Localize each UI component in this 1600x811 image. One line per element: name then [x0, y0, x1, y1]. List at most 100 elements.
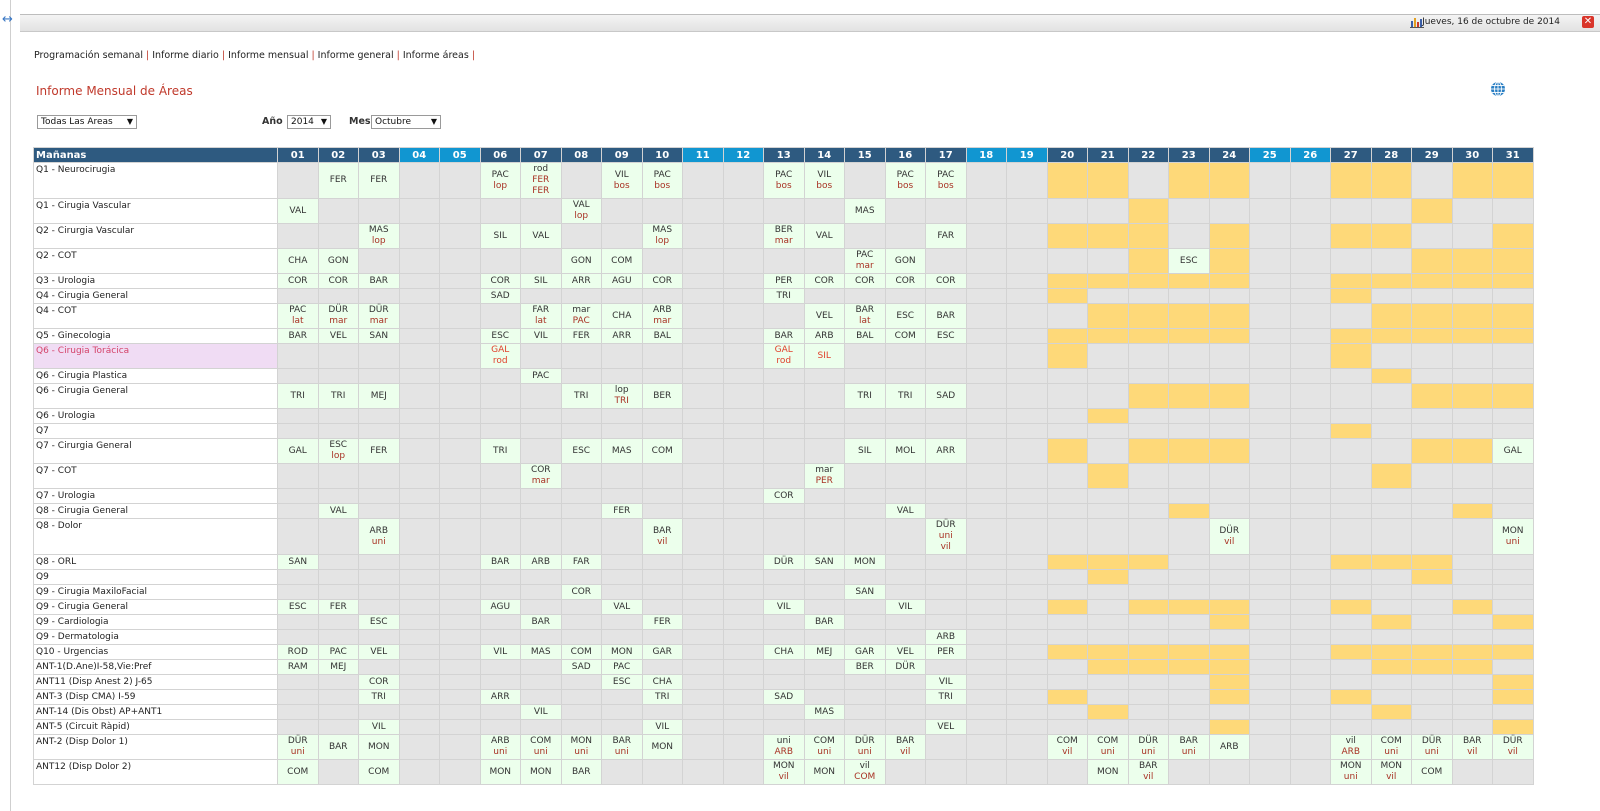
assignment-cell[interactable]: GON — [884, 248, 926, 274]
assignment-cell[interactable]: COR — [803, 273, 845, 289]
assignment-cell[interactable]: BAL — [844, 328, 886, 344]
year-select[interactable]: 2014 ▼ — [287, 115, 331, 129]
assignment-cell[interactable]: ESC — [884, 303, 926, 329]
assignment-cell[interactable]: GAL rod — [763, 343, 805, 369]
assignment-cell[interactable]: MON uni — [1330, 759, 1372, 785]
bar-chart-icon[interactable] — [1410, 16, 1424, 28]
assignment-cell[interactable]: SAN — [803, 554, 845, 570]
assignment-cell[interactable]: BAR vil — [1451, 734, 1493, 760]
assignment-cell[interactable]: ESC — [479, 328, 521, 344]
assignment-cell[interactable]: VIL — [641, 719, 683, 735]
assignment-cell[interactable]: ARR — [601, 328, 643, 344]
assignment-cell[interactable]: ARR — [925, 438, 967, 464]
assignment-cell[interactable]: TRI — [925, 689, 967, 705]
assignment-cell[interactable]: mar PAC — [560, 303, 602, 329]
assignment-cell[interactable]: BAR vil — [884, 734, 926, 760]
assignment-cell[interactable]: ARR — [560, 273, 602, 289]
assignment-cell[interactable]: SAN — [844, 584, 886, 600]
assignment-cell[interactable]: VIL — [763, 599, 805, 615]
assignment-cell[interactable]: DÜR uni — [277, 734, 319, 760]
assignment-cell[interactable]: BAR — [479, 554, 521, 570]
assignment-cell[interactable]: FER — [317, 599, 359, 615]
assignment-cell[interactable]: BAR vil — [1127, 759, 1169, 785]
assignment-cell[interactable]: VEL — [884, 644, 926, 660]
assignment-cell[interactable]: PAC mar — [844, 248, 886, 274]
assignment-cell[interactable]: VAL — [601, 599, 643, 615]
assignment-cell[interactable]: DÜR mar — [358, 303, 400, 329]
assignment-cell[interactable]: SAN — [358, 328, 400, 344]
assignment-cell[interactable]: SIL — [520, 273, 562, 289]
assignment-cell[interactable]: TRI — [560, 383, 602, 409]
assignment-cell[interactable]: vil ARB — [1330, 734, 1372, 760]
assignment-cell[interactable]: DÜR vil — [1208, 518, 1250, 555]
assignment-cell[interactable]: DÜR — [884, 659, 926, 675]
nav-informe-general[interactable]: Informe general — [317, 50, 394, 61]
assignment-cell[interactable]: GON — [560, 248, 602, 274]
assignment-cell[interactable]: GAL — [277, 438, 319, 464]
assignment-cell[interactable]: COM uni — [1370, 734, 1412, 760]
assignment-cell[interactable]: ARB — [925, 629, 967, 645]
assignment-cell[interactable]: COR — [844, 273, 886, 289]
assignment-cell[interactable]: MON — [520, 759, 562, 785]
assignment-cell[interactable]: VEL — [317, 328, 359, 344]
assignment-cell[interactable]: VEL — [358, 644, 400, 660]
assignment-cell[interactable]: lop TRI — [601, 383, 643, 409]
assignment-cell[interactable]: uni ARB — [763, 734, 805, 760]
assignment-cell[interactable]: RAM — [277, 659, 319, 675]
assignment-cell[interactable]: VEL — [925, 719, 967, 735]
assignment-cell[interactable]: MON vil — [763, 759, 805, 785]
assignment-cell[interactable]: FER — [601, 503, 643, 519]
assignment-cell[interactable]: ESC — [560, 438, 602, 464]
assignment-cell[interactable]: DÜR uni — [1411, 734, 1453, 760]
assignment-cell[interactable]: MAS — [803, 704, 845, 720]
assignment-cell[interactable]: FAR — [560, 554, 602, 570]
assignment-cell[interactable]: AGU — [601, 273, 643, 289]
area-select[interactable]: Todas Las Areas ▼ — [37, 115, 137, 129]
assignment-cell[interactable]: DÜR vil — [1492, 734, 1534, 760]
assignment-cell[interactable]: MON — [601, 644, 643, 660]
assignment-cell[interactable]: BER mar — [763, 223, 805, 249]
assignment-cell[interactable]: MON uni — [560, 734, 602, 760]
assignment-cell[interactable]: TRI — [358, 689, 400, 705]
assignment-cell[interactable]: COM — [601, 248, 643, 274]
assignment-cell[interactable]: VIL — [520, 704, 562, 720]
assignment-cell[interactable]: PAC lat — [277, 303, 319, 329]
assignment-cell[interactable]: SAD — [925, 383, 967, 409]
assignment-cell[interactable]: COM uni — [520, 734, 562, 760]
assignment-cell[interactable]: DÜR uni — [1127, 734, 1169, 760]
assignment-cell[interactable]: MON — [479, 759, 521, 785]
assignment-cell[interactable]: FAR lat — [520, 303, 562, 329]
assignment-cell[interactable]: DÜR mar — [317, 303, 359, 329]
assignment-cell[interactable]: TRI — [844, 383, 886, 409]
assignment-cell[interactable]: PAC bos — [925, 162, 967, 199]
assignment-cell[interactable]: MON — [641, 734, 683, 760]
assignment-cell[interactable]: TRI — [317, 383, 359, 409]
assignment-cell[interactable]: VIL — [884, 599, 926, 615]
assignment-cell[interactable]: PAC — [601, 659, 643, 675]
assignment-cell[interactable]: COM — [277, 759, 319, 785]
assignment-cell[interactable]: CHA — [763, 644, 805, 660]
assignment-cell[interactable]: BAR — [560, 759, 602, 785]
assignment-cell[interactable]: BAR — [925, 303, 967, 329]
assignment-cell[interactable]: ARB uni — [358, 518, 400, 555]
assignment-cell[interactable]: CHA — [277, 248, 319, 274]
assignment-cell[interactable]: MEJ — [358, 383, 400, 409]
assignment-cell[interactable]: MON — [358, 734, 400, 760]
assignment-cell[interactable]: MON uni — [1492, 518, 1534, 555]
assignment-cell[interactable]: ARB uni — [479, 734, 521, 760]
assignment-cell[interactable]: COM — [1411, 759, 1453, 785]
assignment-cell[interactable]: GAL — [1492, 438, 1534, 464]
nav-informe-mensual[interactable]: Informe mensual — [228, 50, 309, 61]
assignment-cell[interactable]: AGU — [479, 599, 521, 615]
assignment-cell[interactable]: PER — [763, 273, 805, 289]
assignment-cell[interactable]: COR — [479, 273, 521, 289]
assignment-cell[interactable]: MEJ — [317, 659, 359, 675]
assignment-cell[interactable]: VEL — [803, 303, 845, 329]
assignment-cell[interactable]: VIL bos — [803, 162, 845, 199]
assignment-cell[interactable]: GAR — [844, 644, 886, 660]
globe-icon[interactable] — [1490, 81, 1506, 97]
assignment-cell[interactable]: VAL — [803, 223, 845, 249]
assignment-cell[interactable]: ARB — [1208, 734, 1250, 760]
assignment-cell[interactable]: ARB mar — [641, 303, 683, 329]
assignment-cell[interactable]: CHA — [641, 674, 683, 690]
